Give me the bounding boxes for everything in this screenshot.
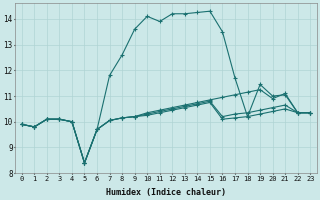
X-axis label: Humidex (Indice chaleur): Humidex (Indice chaleur) xyxy=(106,188,226,197)
